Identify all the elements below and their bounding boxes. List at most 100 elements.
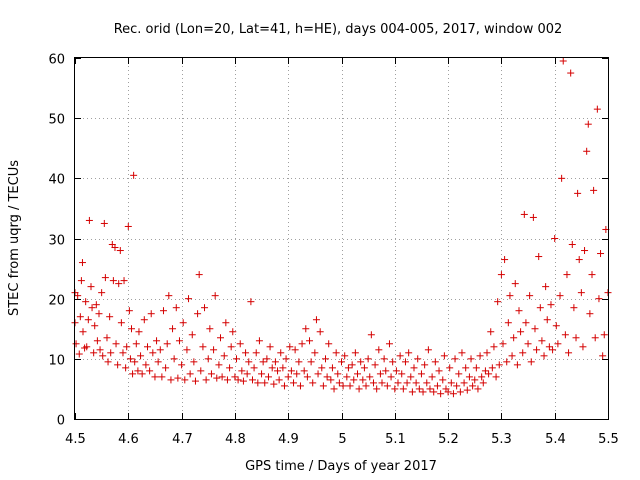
data-point-marker xyxy=(497,271,505,279)
data-point-marker xyxy=(593,105,601,113)
data-point-marker xyxy=(591,334,599,342)
data-point-marker xyxy=(104,358,112,366)
data-point-marker xyxy=(558,174,566,182)
data-point-marker xyxy=(542,283,550,291)
data-point-marker xyxy=(458,349,466,357)
data-point-marker xyxy=(217,334,225,342)
data-point-marker xyxy=(506,292,514,300)
data-point-marker xyxy=(179,319,187,327)
data-point-marker xyxy=(456,388,464,396)
data-point-marker xyxy=(91,322,99,330)
data-point-marker xyxy=(492,373,500,381)
data-point-marker xyxy=(535,253,543,261)
data-point-marker xyxy=(472,364,480,372)
data-point-marker xyxy=(78,259,86,267)
data-point-marker xyxy=(147,310,155,318)
grid-lines xyxy=(75,58,608,419)
data-point-marker xyxy=(522,319,530,327)
data-point-marker xyxy=(513,361,521,369)
data-point-marker xyxy=(545,343,553,351)
data-point-marker xyxy=(446,364,454,372)
data-point-marker xyxy=(202,376,210,384)
data-point-marker xyxy=(137,352,145,360)
data-point-marker xyxy=(112,340,120,348)
data-point-marker xyxy=(433,382,441,390)
data-point-marker xyxy=(323,373,331,381)
data-point-marker xyxy=(254,379,262,387)
data-point-marker xyxy=(188,331,196,339)
data-point-marker xyxy=(142,361,150,369)
data-point-marker xyxy=(421,361,429,369)
data-point-marker xyxy=(552,322,560,330)
data-point-marker xyxy=(511,280,519,288)
data-point-marker xyxy=(197,367,205,375)
data-point-marker xyxy=(83,343,91,351)
data-point-marker xyxy=(460,379,468,387)
data-point-marker xyxy=(190,358,198,366)
data-point-marker xyxy=(465,373,473,381)
data-point-marker xyxy=(339,382,347,390)
data-point-marker xyxy=(408,388,416,396)
data-point-marker xyxy=(122,364,130,372)
data-point-marker xyxy=(369,379,377,387)
data-point-marker xyxy=(538,337,546,345)
data-point-marker xyxy=(487,328,495,336)
data-point-marker xyxy=(238,367,246,375)
data-point-marker xyxy=(373,385,381,393)
data-point-marker xyxy=(92,301,100,309)
data-point-marker xyxy=(583,147,591,155)
data-point-marker xyxy=(595,295,603,303)
data-point-marker xyxy=(186,370,194,378)
data-point-marker xyxy=(599,352,607,360)
data-point-marker xyxy=(207,370,215,378)
data-point-marker xyxy=(449,390,457,398)
data-point-marker xyxy=(428,373,436,381)
data-point-marker xyxy=(282,355,290,363)
data-point-marker xyxy=(524,340,532,348)
data-point-marker xyxy=(218,373,226,381)
data-point-marker xyxy=(399,385,407,393)
data-point-marker xyxy=(175,337,183,345)
chart-title: Rec. orid (Lon=20, Lat=41, h=HE), days 0… xyxy=(114,22,563,37)
data-point-marker xyxy=(74,292,82,300)
data-point-marker xyxy=(132,340,140,348)
data-point-marker xyxy=(268,364,276,372)
data-point-marker xyxy=(380,355,388,363)
data-point-marker xyxy=(95,310,103,318)
data-point-marker xyxy=(453,382,461,390)
data-point-marker xyxy=(101,274,109,282)
data-point-marker xyxy=(366,373,374,381)
data-point-marker xyxy=(554,340,562,348)
data-point-marker xyxy=(410,364,418,372)
data-point-marker xyxy=(479,379,487,387)
data-point-marker xyxy=(261,379,269,387)
data-point-marker xyxy=(332,349,340,357)
data-point-marker xyxy=(85,216,93,224)
data-point-marker xyxy=(549,346,557,354)
data-point-marker xyxy=(194,310,202,318)
data-point-marker xyxy=(488,364,496,372)
data-point-marker xyxy=(577,289,585,297)
data-point-marker xyxy=(191,377,199,385)
data-point-marker xyxy=(405,349,413,357)
data-point-marker xyxy=(263,355,271,363)
data-point-marker xyxy=(210,346,218,354)
data-point-marker xyxy=(367,331,375,339)
data-point-marker xyxy=(279,364,287,372)
data-point-marker xyxy=(302,325,310,333)
data-point-marker xyxy=(471,376,479,384)
data-point-marker xyxy=(123,343,131,351)
data-point-marker xyxy=(357,358,365,366)
data-point-marker xyxy=(396,352,404,360)
data-point-marker xyxy=(314,370,322,378)
data-point-marker xyxy=(140,316,148,324)
data-point-marker xyxy=(362,382,370,390)
data-point-marker xyxy=(271,358,279,366)
y-tick-label: 40 xyxy=(48,173,65,188)
data-point-marker xyxy=(151,373,159,381)
y-axis-label: STEC from uqrg / TECUs xyxy=(7,160,22,316)
data-point-marker xyxy=(119,349,127,357)
x-tick-label: 5.4 xyxy=(545,432,566,447)
data-point-marker xyxy=(163,340,171,348)
data-point-marker xyxy=(284,373,292,381)
